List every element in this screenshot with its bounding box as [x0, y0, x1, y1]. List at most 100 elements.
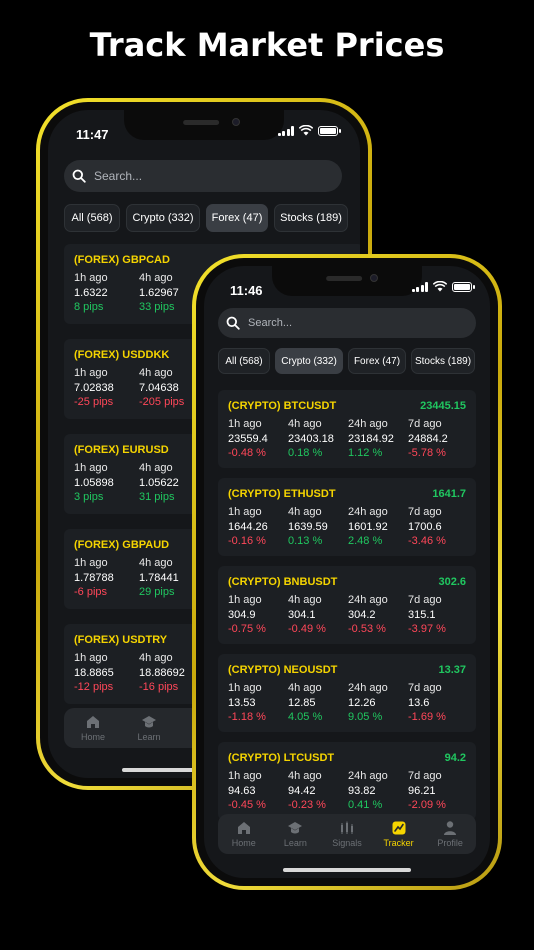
card-change: -25 pips — [74, 396, 114, 408]
search-input[interactable]: Search... — [218, 308, 476, 338]
card-label: 1h ago — [228, 506, 262, 518]
card-label: 4h ago — [288, 418, 322, 430]
card-value: 12.26 — [348, 696, 376, 709]
tab-learn[interactable]: Learn — [270, 820, 320, 848]
card-change: -0.23 % — [288, 799, 326, 811]
card-value: 1644.26 — [228, 520, 268, 533]
card-value: 304.1 — [288, 608, 316, 621]
filter-chips: All (568) Crypto (332) Forex (47) Stocks… — [64, 204, 348, 232]
card-price: 1641.7 — [432, 488, 466, 500]
market-card[interactable]: (CRYPTO) LTCUSDT 94.2 1h ago 94.63 -0.45 % 4h… — [218, 742, 476, 820]
chip-crypto[interactable]: Crypto (332) — [126, 204, 200, 232]
market-card[interactable]: (CRYPTO) BTCUSDT 23445.15 1h ago 23559.4 -0.… — [218, 390, 476, 468]
card-label: 7d ago — [408, 770, 442, 782]
battery-icon — [452, 281, 475, 292]
card-value: 7.02838 — [74, 381, 114, 394]
card-change: 8 pips — [74, 301, 104, 313]
status-icons — [411, 281, 475, 292]
card-value: 1601.92 — [348, 520, 388, 533]
card-label: 4h ago — [288, 594, 322, 606]
card-label: 4h ago — [139, 462, 173, 474]
card-label: 1h ago — [228, 418, 262, 430]
status-time: 11:47 — [76, 127, 109, 142]
card-column: 1h ago 1.05898 3 pips — [74, 461, 114, 505]
card-column: 24h ago 12.26 9.05 % — [348, 681, 388, 725]
card-value: 93.82 — [348, 784, 376, 797]
tab-profile[interactable]: Profile — [425, 820, 475, 848]
card-value: 94.42 — [288, 784, 316, 797]
card-column: 1h ago 18.8865 -12 pips — [74, 651, 114, 695]
front-phone-screen: 11:46 Search... All (568) Crypto (332) F… — [204, 266, 490, 878]
learn-icon — [288, 822, 303, 834]
market-card[interactable]: (CRYPTO) NEOUSDT 13.37 1h ago 13.53 -1.18 % 4… — [218, 654, 476, 732]
card-change: -205 pips — [139, 396, 185, 408]
card-column: 1h ago 7.02838 -25 pips — [74, 366, 114, 410]
card-value: 23403.18 — [288, 432, 334, 445]
card-label: 7d ago — [408, 682, 442, 694]
card-column: 1h ago 1.78788 -6 pips — [74, 556, 114, 600]
headline: Track Market Prices — [89, 26, 445, 64]
card-label: 7d ago — [408, 594, 442, 606]
card-label: 1h ago — [74, 462, 108, 474]
battery-icon — [318, 125, 341, 136]
filter-chips: All (568) Crypto (332) Forex (47) Stocks… — [218, 348, 475, 374]
card-column: 4h ago 1639.59 0.13 % — [288, 505, 328, 549]
signal-icon — [277, 125, 294, 136]
home-indicator — [122, 768, 250, 772]
market-card[interactable]: (CRYPTO) BNBUSDT 302.6 1h ago 304.9 -0.75 % 4… — [218, 566, 476, 644]
chip-all[interactable]: All (568) — [218, 348, 270, 374]
card-column: 4h ago 23403.18 0.18 % — [288, 417, 334, 461]
card-change: -1.69 % — [408, 711, 446, 723]
card-value: 13.6 — [408, 696, 430, 709]
card-label: 4h ago — [288, 682, 322, 694]
learn-icon — [142, 716, 156, 728]
card-change: -0.16 % — [228, 535, 266, 547]
tab-signals[interactable]: Signals — [322, 820, 372, 848]
card-label: 24h ago — [348, 506, 388, 518]
card-column: 4h ago 7.04638 -205 pips — [139, 366, 184, 410]
card-column: 7d ago 24884.2 -5.78 % — [408, 417, 448, 461]
card-value: 96.21 — [408, 784, 436, 797]
card-column: 4h ago 1.05622 31 pips — [139, 461, 179, 505]
search-placeholder: Search... — [94, 169, 143, 183]
tab-learn[interactable]: Learn — [124, 714, 174, 742]
card-value: 18.88692 — [139, 666, 185, 679]
front-phone: 11:46 Search... All (568) Crypto (332) F… — [192, 254, 502, 890]
wifi-icon — [433, 281, 447, 292]
card-column: 1h ago 304.9 -0.75 % — [228, 593, 266, 637]
card-column: 4h ago 12.85 4.05 % — [288, 681, 322, 725]
chip-forex[interactable]: Forex (47) — [348, 348, 406, 374]
card-title: (FOREX) GBPAUD — [74, 539, 170, 551]
market-card[interactable]: (CRYPTO) ETHUSDT 1641.7 1h ago 1644.26 -0.16… — [218, 478, 476, 556]
card-value: 23184.92 — [348, 432, 394, 445]
tab-tracker[interactable]: Tracker — [374, 820, 424, 848]
chip-forex[interactable]: Forex (47) — [206, 204, 268, 232]
tab-home[interactable]: Home — [219, 820, 269, 848]
chip-all[interactable]: All (568) — [64, 204, 120, 232]
card-change: 4.05 % — [288, 711, 323, 723]
search-icon — [72, 169, 86, 183]
card-value: 1.78441 — [139, 571, 179, 584]
card-change: 0.13 % — [288, 535, 323, 547]
card-column: 7d ago 13.6 -1.69 % — [408, 681, 446, 725]
notch — [124, 110, 284, 140]
card-value: 1.05898 — [74, 476, 114, 489]
card-value: 1.6322 — [74, 286, 108, 299]
card-change: 33 pips — [139, 301, 175, 313]
chip-stocks[interactable]: Stocks (189) — [411, 348, 475, 374]
tracker-icon — [392, 821, 406, 835]
chip-crypto[interactable]: Crypto (332) — [275, 348, 343, 374]
home-indicator — [283, 868, 411, 872]
card-label: 4h ago — [139, 652, 173, 664]
card-column: 1h ago 13.53 -1.18 % — [228, 681, 266, 725]
card-price: 302.6 — [438, 576, 466, 588]
card-title: (CRYPTO) ETHUSDT — [228, 488, 336, 500]
card-title: (CRYPTO) BTCUSDT — [228, 400, 337, 412]
tab-home[interactable]: Home — [68, 714, 118, 742]
chip-stocks[interactable]: Stocks (189) — [274, 204, 348, 232]
card-change: 2.48 % — [348, 535, 383, 547]
card-title: (FOREX) USDTRY — [74, 634, 168, 646]
card-column: 4h ago 304.1 -0.49 % — [288, 593, 326, 637]
search-input[interactable]: Search... — [64, 160, 342, 192]
card-change: 9.05 % — [348, 711, 383, 723]
